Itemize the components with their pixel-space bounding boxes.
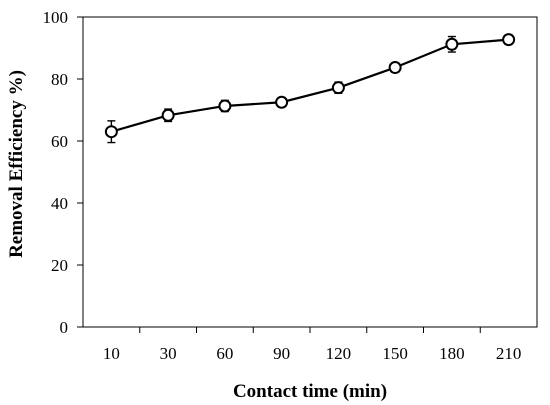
data-point (218, 99, 232, 113)
data-point (445, 37, 459, 51)
series-line (111, 38, 509, 133)
x-tick-label: 10 (103, 344, 120, 363)
data-point (104, 125, 118, 139)
y-tick-label: 100 (43, 8, 69, 27)
plot-frame (82, 16, 538, 328)
x-axis-title: Contact time (min) (233, 381, 387, 402)
x-tick-label: 150 (382, 344, 408, 363)
data-point (161, 108, 175, 122)
y-tick-label: 20 (51, 256, 68, 275)
y-tick-label: 60 (51, 132, 68, 151)
y-tick-label: 0 (60, 318, 69, 337)
data-point (331, 81, 345, 95)
x-tick-label: 180 (439, 344, 465, 363)
y-tick-label: 80 (51, 70, 68, 89)
x-tick-label: 90 (273, 344, 290, 363)
axes (82, 16, 538, 328)
ticks: 0 20 40 60 80 100 10 30 60 90 120 150 180 210 (43, 8, 522, 363)
x-tick-label: 30 (160, 344, 177, 363)
x-tick-label: 60 (216, 344, 233, 363)
data-point (275, 95, 289, 109)
data-series (104, 33, 516, 144)
data-point (388, 61, 402, 75)
x-tick-label: 120 (326, 344, 352, 363)
y-axis-title: Removal Efficiency %) (6, 70, 27, 258)
x-tick-label: 210 (496, 344, 522, 363)
data-point (502, 33, 516, 47)
y-tick-label: 40 (51, 194, 68, 213)
